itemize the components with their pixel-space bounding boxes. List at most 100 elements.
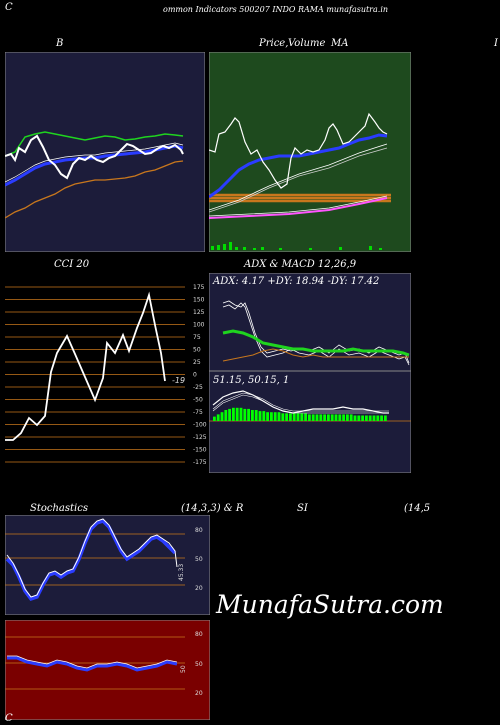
cci-tick-label: -75 xyxy=(193,409,203,416)
cci-tick-label: 75 xyxy=(193,334,201,341)
bollinger-upper-band xyxy=(5,131,184,157)
macd-histogram-bar xyxy=(327,414,330,421)
price-ma-blue xyxy=(209,133,388,199)
stochastics-params: (14,3,3) & R xyxy=(181,503,244,514)
macd-histogram-bar xyxy=(292,413,296,421)
price-ma-bg xyxy=(209,52,411,252)
bollinger-middle-outline xyxy=(5,142,184,183)
bollinger-price-line xyxy=(5,134,184,180)
rsi-blue-line xyxy=(7,656,178,672)
macd-histogram-bar xyxy=(372,415,376,421)
macd-histogram-bar xyxy=(311,414,315,421)
stochastics-label: Stochastics xyxy=(30,503,88,514)
cci-tick-label: -100 xyxy=(193,422,207,429)
macd-histogram-bar xyxy=(270,412,273,421)
stoch-blue-line xyxy=(5,518,177,602)
cci-grid xyxy=(5,286,185,463)
cci-tick-label: 125 xyxy=(193,309,205,316)
price-ma-panel xyxy=(209,52,411,252)
cci-ticks: 175 150 125 100 75 50 25 0 -25 -50 -75 -100 -125 -150… xyxy=(193,284,207,466)
rsi-panel: 80 50 20 50 xyxy=(5,620,210,720)
macd-histogram-bar xyxy=(349,414,353,421)
macd-histogram-bar xyxy=(361,415,364,421)
macd-histogram-bar xyxy=(285,413,288,421)
macd-signal-2 xyxy=(212,394,389,414)
rsi-tick-20: 20 xyxy=(195,690,203,697)
price-right-letter: I xyxy=(494,38,498,49)
cci-label: CCI 20 xyxy=(54,259,90,270)
price-label: Price, xyxy=(259,38,289,49)
adx-bg xyxy=(209,273,411,372)
stochastics-panel: 80 50 20 45.33 xyxy=(5,515,210,615)
rsi-label: SI xyxy=(297,503,308,514)
adx-values-text: ADX: 4.17 +DY: 18.94 -DY: 17.42 xyxy=(212,276,379,287)
stoch-current-value: 45.33 xyxy=(178,564,185,581)
macd-histogram-bar xyxy=(319,414,323,421)
macd-histogram-bar xyxy=(251,410,254,421)
macd-histogram-bar xyxy=(296,413,300,421)
price-ma-gray-1 xyxy=(209,147,388,213)
macd-histogram-bar xyxy=(243,408,247,421)
macd-histogram-bar xyxy=(262,411,266,421)
macd-histogram-bar xyxy=(300,413,304,421)
stoch-white-line xyxy=(6,518,178,598)
macd-histogram-bar xyxy=(277,412,281,421)
rsi-white-line xyxy=(7,655,178,669)
price-ma-long-pink xyxy=(209,197,388,219)
cci-tick-label: 100 xyxy=(193,322,205,329)
cci-panel: 175 150 125 100 75 50 25 0 -25 -50 -75 -100 -125 -150… xyxy=(5,273,210,473)
macd-histogram-bar xyxy=(315,414,319,421)
corner-letter-bottom: C xyxy=(5,713,13,724)
stoch-tick-20: 20 xyxy=(195,585,203,592)
macd-histogram-bar xyxy=(380,415,383,421)
macd-histogram-bar xyxy=(330,414,334,421)
cci-tick-label: -50 xyxy=(193,397,203,404)
macd-bg xyxy=(209,370,411,473)
corner-letter-top: C xyxy=(5,2,13,13)
watermark-brand: MunafaSutra.com xyxy=(216,590,444,619)
cci-bg xyxy=(5,273,210,473)
macd-histogram-bar xyxy=(239,407,243,421)
bollinger-bg xyxy=(5,52,205,252)
macd-histogram-bar xyxy=(376,415,380,421)
volume-bars xyxy=(211,242,382,250)
adx-panel: ADX: 4.17 +DY: 18.94 -DY: 17.42 51.15, 5… xyxy=(209,273,411,473)
macd-histogram-bar xyxy=(357,415,361,421)
rsi-tick-80: 80 xyxy=(195,631,203,638)
page-title: ommon Indicators 500207 INDO RAMA munafa… xyxy=(163,5,389,14)
macd-values-text: 51.15, 50.15, 1 xyxy=(213,375,289,386)
macd-histogram-bar xyxy=(346,414,349,421)
stoch-tick-80: 80 xyxy=(195,527,203,534)
rsi-params: (14,5 xyxy=(404,503,431,514)
macd-histogram-bar xyxy=(289,413,292,421)
price-line xyxy=(209,112,388,189)
macd-histogram-bar xyxy=(365,415,368,421)
macd-signal-1 xyxy=(212,392,389,412)
macd-histogram-bar xyxy=(213,416,216,421)
cci-tick-label: -150 xyxy=(193,447,207,454)
macd-histogram-bar xyxy=(232,407,235,421)
price-ma-long-white xyxy=(209,195,388,217)
macd-histogram-bar xyxy=(342,414,345,421)
macd-histogram-bar xyxy=(235,407,239,421)
ma-label: MA xyxy=(331,38,349,49)
macd-histogram-bar xyxy=(273,412,277,421)
macd-histogram-bar xyxy=(228,408,231,421)
macd-histogram-bar xyxy=(247,408,250,421)
cci-current-value: -19 xyxy=(172,376,185,385)
macd-histogram-bar xyxy=(304,413,307,421)
cci-tick-label: 25 xyxy=(193,359,201,366)
macd-histogram-bar xyxy=(216,414,220,421)
macd-histogram-bar xyxy=(224,410,228,421)
bollinger-panel xyxy=(5,52,205,252)
cci-tick-label: -25 xyxy=(193,384,203,391)
price-ma-gray-2 xyxy=(209,143,388,211)
rsi-tick-50: 50 xyxy=(195,661,203,668)
macd-histogram-bar xyxy=(338,414,342,421)
macd-histogram-bar xyxy=(384,415,387,421)
adx-orange-line xyxy=(222,348,409,362)
cci-tick-label: 0 xyxy=(193,372,197,379)
macd-histogram-bar xyxy=(323,414,326,421)
macd-histogram-bar xyxy=(254,410,258,421)
cci-line xyxy=(5,291,166,441)
